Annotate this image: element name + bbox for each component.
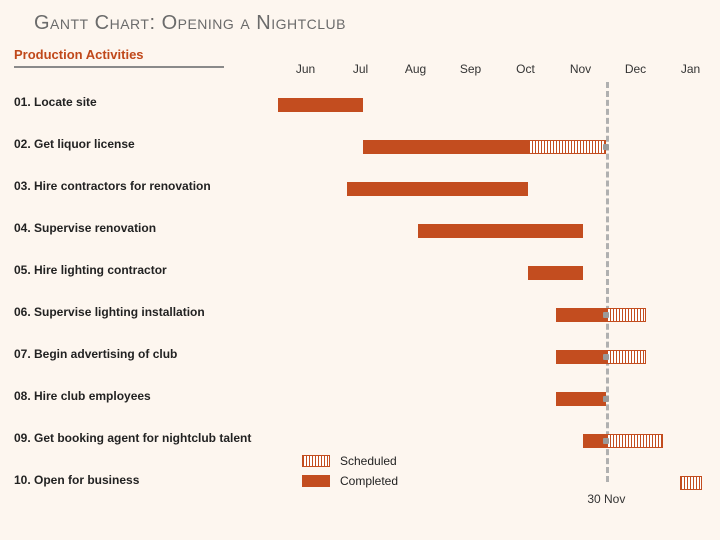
month-label: Jun (296, 62, 315, 76)
legend-swatch-completed (302, 475, 330, 487)
today-marker-dot (603, 144, 609, 150)
legend-row-scheduled: Scheduled (302, 454, 398, 468)
gantt-bar (606, 350, 646, 364)
month-label: Nov (570, 62, 591, 76)
gantt-bar (556, 392, 607, 406)
legend-label-scheduled: Scheduled (340, 454, 397, 468)
today-marker-dot (603, 312, 609, 318)
today-line (606, 82, 609, 482)
today-label: 30 Nov (587, 492, 625, 506)
today-marker-dot (603, 396, 609, 402)
month-label: Aug (405, 62, 426, 76)
legend-swatch-scheduled (302, 455, 330, 467)
activity-label: 07. Begin advertising of club (14, 348, 262, 362)
timeline-months: Jun Jul Aug Sep Oct Nov Dec Jan (0, 62, 720, 80)
today-marker-dot (603, 438, 609, 444)
legend-row-completed: Completed (302, 474, 398, 488)
page-title: Gantt Chart: Opening a Nightclub (0, 0, 720, 43)
activity-label: 06. Supervise lighting installation (14, 306, 262, 320)
activity-label: 10. Open for business (14, 474, 262, 488)
section-subtitle: Production Activities (0, 43, 720, 64)
month-label: Dec (625, 62, 646, 76)
activity-label: 09. Get booking agent for nightclub tale… (14, 432, 262, 446)
month-label: Sep (460, 62, 481, 76)
today-marker-dot (603, 354, 609, 360)
month-label: Oct (516, 62, 535, 76)
activity-label: 03. Hire contractors for renovation (14, 180, 262, 194)
gantt-bar (606, 308, 646, 322)
gantt-bar (528, 266, 583, 280)
gantt-bar (606, 434, 663, 448)
month-label: Jan (681, 62, 700, 76)
gantt-bar (418, 224, 583, 238)
activity-label: 04. Supervise renovation (14, 222, 262, 236)
activity-label: 01. Locate site (14, 96, 262, 110)
legend-label-completed: Completed (340, 474, 398, 488)
gantt-bar (347, 182, 529, 196)
activity-label: 02. Get liquor license (14, 138, 262, 152)
gantt-bar (278, 98, 363, 112)
gantt-bar (528, 140, 606, 154)
activity-label: 05. Hire lighting contractor (14, 264, 262, 278)
gantt-bar (363, 140, 528, 154)
month-label: Jul (353, 62, 368, 76)
gantt-bar (556, 308, 607, 322)
activity-label: 08. Hire club employees (14, 390, 262, 404)
legend: Scheduled Completed (302, 454, 398, 494)
gantt-bar (556, 350, 607, 364)
gantt-bar (680, 476, 702, 490)
